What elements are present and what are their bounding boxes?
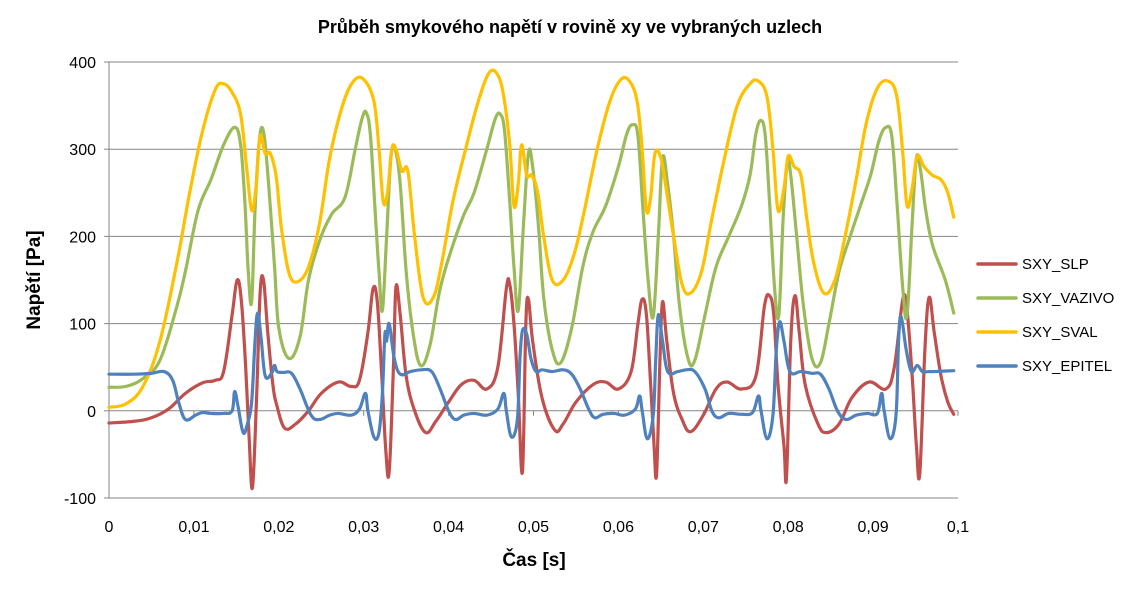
legend-label-sxy-vazivo: SXY_VAZIVO	[1022, 290, 1114, 307]
y-axis-title: Napětí [Pa]	[24, 230, 45, 329]
chart-title: Průběh smykového napětí v rovině xy ve v…	[318, 17, 822, 37]
x-tick-label: 0,08	[773, 519, 804, 536]
x-tick-label: 0,04	[433, 519, 464, 536]
series-lines	[107, 68, 956, 491]
y-tick-label: 400	[69, 55, 96, 72]
x-tick-label: 0,06	[603, 519, 634, 536]
x-tick-label: 0,02	[263, 519, 294, 536]
gridlines	[109, 61, 958, 499]
legend-label-sxy-sval: SXY_SVAL	[1022, 324, 1098, 341]
x-tick-label: 0,01	[178, 519, 209, 536]
series-line-sxy-vazivo	[107, 109, 956, 389]
x-tick-label: 0	[105, 519, 114, 536]
x-tick-label: 0,09	[858, 519, 889, 536]
x-tick-label: 0,1	[947, 519, 969, 536]
legend: SXY_SLP SXY_VAZIVO SXY_SVAL SXY_EPITEL	[976, 256, 1114, 375]
series-line-sxy-sval	[107, 68, 956, 409]
x-tick-label: 0,05	[518, 519, 549, 536]
x-tick-label: 0,07	[688, 519, 719, 536]
legend-label-sxy-epitel: SXY_EPITEL	[1022, 358, 1112, 375]
x-tick-labels: 0 0,01 0,02 0,03 0,04 0,05 0,06 0,07 0,08 0,09 0,1	[105, 519, 970, 536]
legend-label-sxy-slp: SXY_SLP	[1022, 256, 1089, 273]
series-line-sxy-slp	[107, 274, 956, 491]
y-tick-label: 0	[87, 404, 96, 421]
y-tick-label: 100	[69, 317, 96, 334]
y-tick-label: 300	[69, 142, 96, 159]
x-tick-label: 0,03	[348, 519, 379, 536]
y-tick-label: -100	[64, 491, 96, 508]
y-tick-label: 200	[69, 229, 96, 246]
x-axis-title: Čas [s]	[502, 549, 565, 571]
y-tick-labels: -100 0 100 200 300 400	[64, 55, 96, 508]
series-line-sxy-epitel	[107, 311, 956, 441]
